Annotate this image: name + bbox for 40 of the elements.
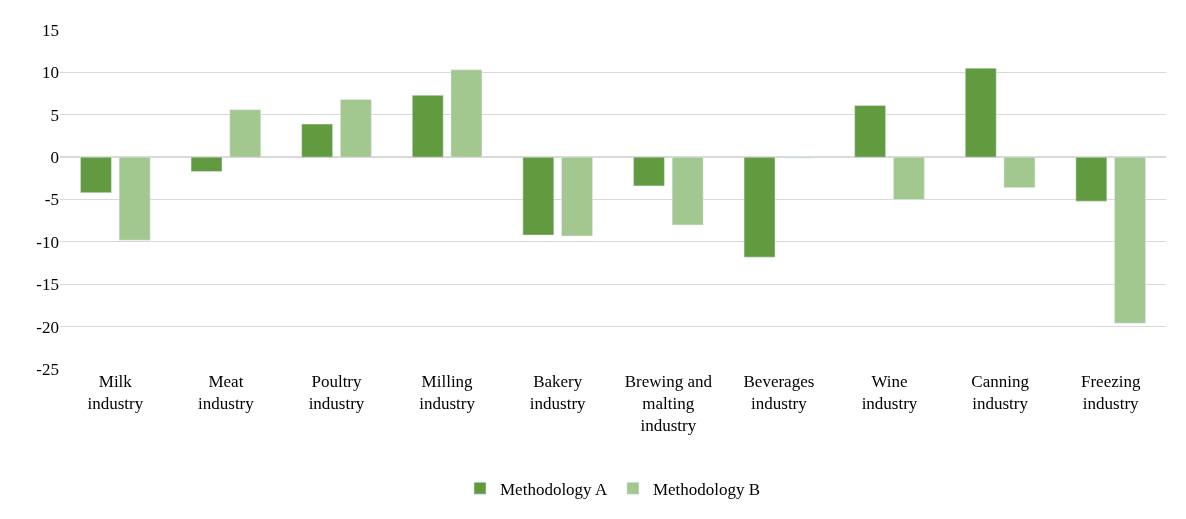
bar: [1075, 156, 1108, 202]
bar: [450, 69, 483, 158]
bar: [229, 109, 261, 158]
bar: [893, 156, 925, 200]
legend-label: Methodology A: [500, 479, 608, 499]
x-tick-label: Wine industry: [861, 372, 918, 414]
x-tick-label: Milk industry: [87, 372, 144, 414]
bar: [1114, 156, 1146, 324]
x-tick-label: Canning industry: [971, 372, 1030, 414]
x-tick-label: Bakery industry: [529, 372, 587, 414]
bar: [301, 123, 333, 158]
x-tick-label: Freezing industry: [1080, 372, 1141, 414]
x-tick-label: Brewing and malting industry: [624, 372, 713, 436]
y-tick-label: -25: [36, 359, 59, 379]
bar: [412, 95, 444, 158]
y-tick-label: 0: [50, 148, 59, 168]
bar: [190, 156, 223, 172]
y-tick-label: -15: [36, 275, 59, 295]
bar: [1003, 156, 1036, 188]
x-tick-label: Beverages industry: [743, 372, 815, 414]
y-tick-label: -20: [36, 317, 59, 337]
x-tick-label: Poultry industry: [308, 372, 365, 414]
y-tick-label: 5: [50, 105, 59, 125]
bar: [854, 105, 886, 158]
bar: [522, 156, 555, 236]
bar: [340, 99, 372, 158]
bar: [633, 156, 665, 187]
bar: [671, 156, 704, 226]
bar: [118, 156, 151, 241]
y-tick-label: 10: [42, 63, 59, 83]
legend-label: Methodology B: [652, 479, 761, 499]
bar: [80, 156, 112, 193]
bar: [561, 156, 593, 237]
x-tick-label: Milling industry: [419, 372, 476, 414]
y-tick-label: 15: [42, 20, 59, 40]
bar: [965, 67, 997, 158]
bar: [743, 156, 776, 258]
y-tick-label: -5: [44, 190, 59, 210]
y-tick-label: -10: [36, 232, 59, 252]
x-tick-label: Meat industry: [198, 372, 255, 414]
